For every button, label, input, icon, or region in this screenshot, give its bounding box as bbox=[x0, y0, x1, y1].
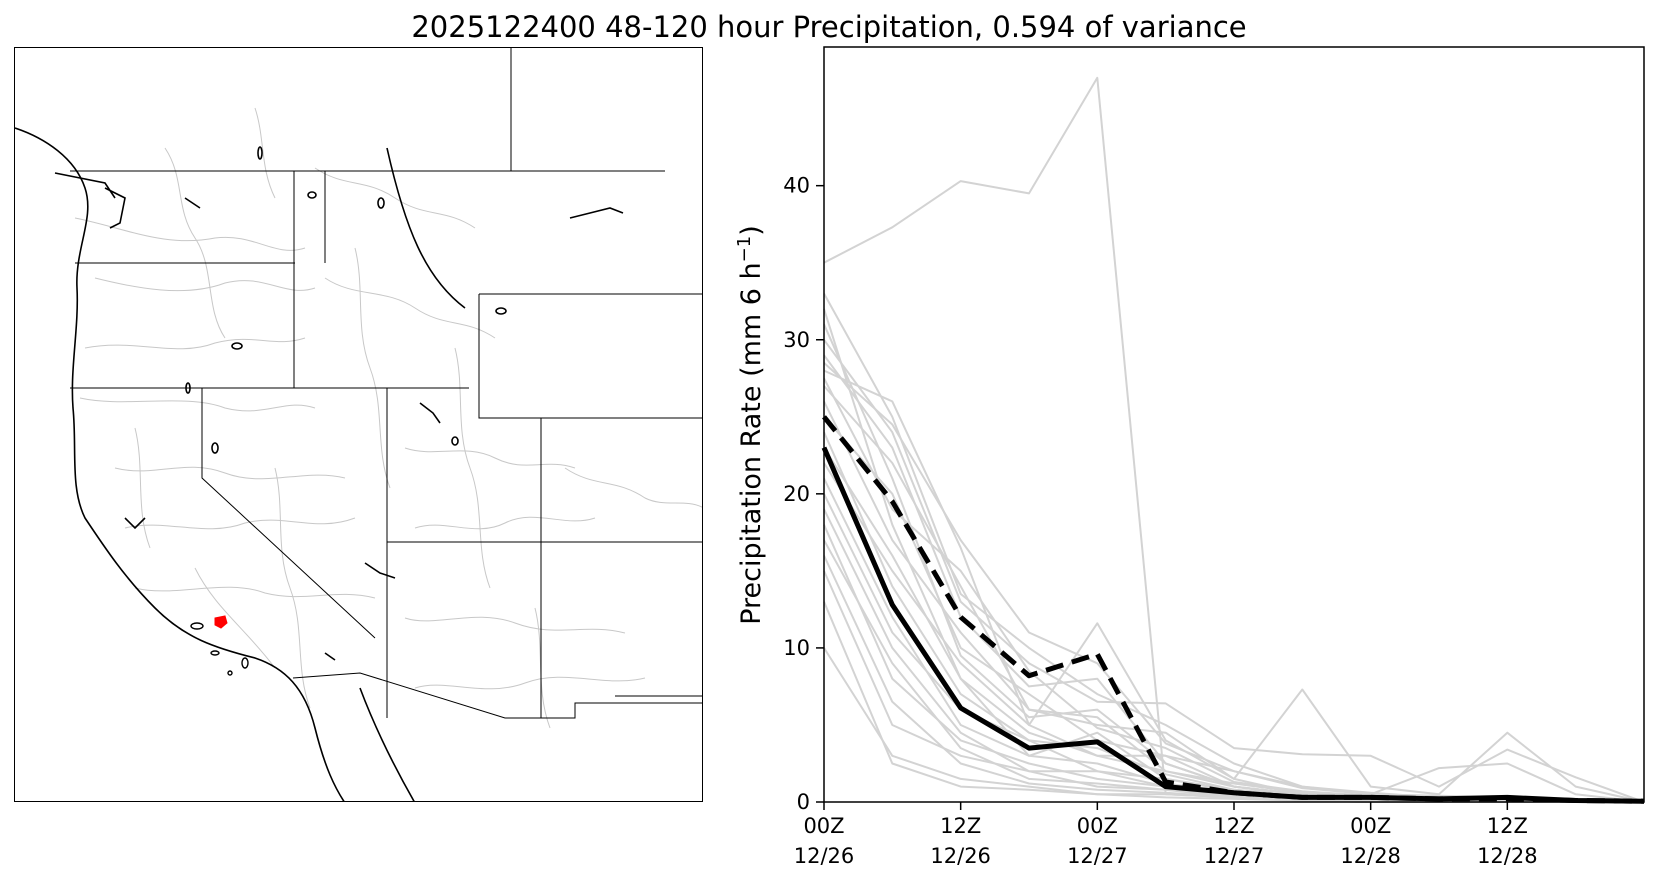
member-line-22 bbox=[823, 555, 1644, 803]
member-line-14 bbox=[823, 400, 1645, 803]
member-line-13 bbox=[823, 354, 1645, 803]
y-tick-label-30: 30 bbox=[783, 328, 810, 352]
upper-dashed-line bbox=[822, 415, 1645, 804]
member-line-2 bbox=[823, 369, 1645, 803]
x-tick-label-date-24: 12/27 bbox=[1067, 844, 1128, 868]
x-tick-label-date-0: 12/26 bbox=[794, 844, 855, 868]
summary-lines bbox=[821, 415, 1645, 804]
islands bbox=[190, 622, 249, 676]
basin-map bbox=[14, 47, 703, 802]
ensemble-members bbox=[823, 76, 1645, 803]
x-axis: 00Z 12/26 12Z 12/26 00Z 12/27 12Z 12/27 00Z 12/28… bbox=[794, 802, 1538, 868]
y-axis-label: Precipitation Rate (mm 6 h−1) bbox=[734, 225, 767, 625]
x-tick-label-time-24: 00Z bbox=[1077, 814, 1118, 838]
x-tick-label-date-36: 12/27 bbox=[1204, 844, 1265, 868]
x-tick-label-date-12: 12/26 bbox=[930, 844, 991, 868]
basin-outlines bbox=[74, 107, 702, 729]
x-tick-label-date-60: 12/28 bbox=[1477, 844, 1538, 868]
x-tick-label-time-12: 12Z bbox=[940, 814, 981, 838]
member-line-16 bbox=[823, 477, 1644, 803]
x-tick-label-time-36: 12Z bbox=[1213, 814, 1254, 838]
y-tick-label-40: 40 bbox=[783, 174, 810, 198]
y-tick-label-0: 0 bbox=[797, 790, 810, 814]
member-line-21 bbox=[823, 377, 1645, 803]
member-line-23 bbox=[823, 293, 1645, 803]
x-tick-label-time-48: 00Z bbox=[1350, 814, 1391, 838]
member-line-3 bbox=[823, 339, 1645, 803]
x-tick-label-time-0: 00Z bbox=[803, 814, 844, 838]
x-tick-label-date-48: 12/28 bbox=[1340, 844, 1401, 868]
figure-title: 2025122400 48-120 hour Precipitation, 0.… bbox=[411, 10, 1247, 44]
lake-outlines bbox=[185, 146, 507, 454]
y-axis: 0 10 20 30 40 bbox=[783, 174, 824, 814]
selected-basin-marker bbox=[214, 615, 228, 629]
map-canvas bbox=[15, 48, 702, 801]
y-tick-label-10: 10 bbox=[783, 636, 810, 660]
x-tick-label-time-60: 12Z bbox=[1487, 814, 1528, 838]
y-tick-label-20: 20 bbox=[783, 482, 810, 506]
coastline bbox=[15, 127, 624, 801]
state-boundaries bbox=[70, 48, 702, 719]
